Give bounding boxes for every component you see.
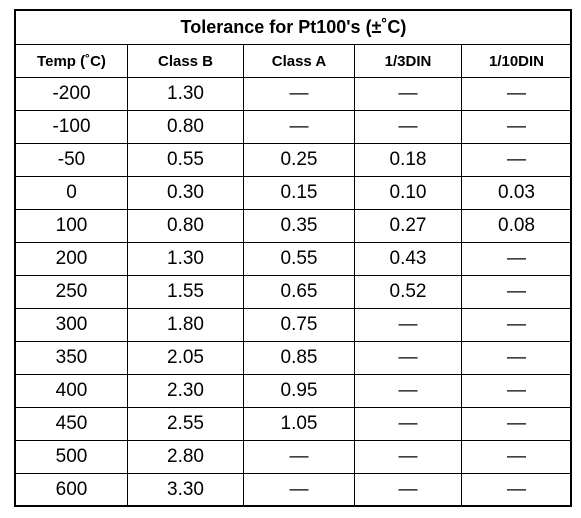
table-cell: — <box>243 473 355 507</box>
table-cell: 0.03 <box>461 176 572 210</box>
table-cell: -200 <box>15 77 128 111</box>
table-cell: — <box>461 110 572 144</box>
table-cell: 0.95 <box>243 374 355 408</box>
table-cell: 2.30 <box>127 374 244 408</box>
table-cell: 0.35 <box>243 209 355 243</box>
column-header: 1/10DIN <box>461 44 572 78</box>
table-cell: — <box>354 341 462 375</box>
table-cell: 0.43 <box>354 242 462 276</box>
column-header: 1/3DIN <box>354 44 462 78</box>
table-cell: — <box>354 308 462 342</box>
table-cell: 200 <box>15 242 128 276</box>
table-cell: 0.75 <box>243 308 355 342</box>
table-cell: — <box>354 473 462 507</box>
table-cell: 600 <box>15 473 128 507</box>
table-cell: — <box>461 308 572 342</box>
table-cell: — <box>461 275 572 309</box>
table-cell: 1.55 <box>127 275 244 309</box>
table-cell: 300 <box>15 308 128 342</box>
table-cell: — <box>461 440 572 474</box>
table-cell: 0.10 <box>354 176 462 210</box>
table-cell: 1.30 <box>127 242 244 276</box>
table-cell: 0.15 <box>243 176 355 210</box>
table-cell: 0.55 <box>127 143 244 177</box>
column-header: Class A <box>243 44 355 78</box>
table-cell: 0.08 <box>461 209 572 243</box>
table-cell: 2.80 <box>127 440 244 474</box>
table-cell: 0.27 <box>354 209 462 243</box>
table-cell: 450 <box>15 407 128 441</box>
table-cell: — <box>243 110 355 144</box>
column-header: Class B <box>127 44 244 78</box>
table-cell: 1.05 <box>243 407 355 441</box>
table-cell: — <box>461 374 572 408</box>
table-cell: — <box>354 440 462 474</box>
table-cell: — <box>243 77 355 111</box>
table-cell: 2.55 <box>127 407 244 441</box>
table-cell: 0.18 <box>354 143 462 177</box>
table-cell: -50 <box>15 143 128 177</box>
table-cell: 1.80 <box>127 308 244 342</box>
table-cell: 0.85 <box>243 341 355 375</box>
table-cell: — <box>243 440 355 474</box>
table-cell: — <box>354 77 462 111</box>
table-cell: 0.52 <box>354 275 462 309</box>
table-cell: 3.30 <box>127 473 244 507</box>
table-cell: 400 <box>15 374 128 408</box>
table-cell: 2.05 <box>127 341 244 375</box>
table-cell: -100 <box>15 110 128 144</box>
table-cell: — <box>354 110 462 144</box>
table-cell: 0.30 <box>127 176 244 210</box>
table-cell: 0 <box>15 176 128 210</box>
table-cell: 350 <box>15 341 128 375</box>
table-cell: 1.30 <box>127 77 244 111</box>
table-cell: 0.80 <box>127 209 244 243</box>
table-cell: 250 <box>15 275 128 309</box>
table-cell: 0.80 <box>127 110 244 144</box>
table-cell: 0.55 <box>243 242 355 276</box>
table-cell: — <box>461 143 572 177</box>
table-cell: 0.65 <box>243 275 355 309</box>
table-cell: — <box>461 341 572 375</box>
column-header: Temp (˚C) <box>15 44 128 78</box>
table-cell: — <box>354 407 462 441</box>
table-cell: 0.25 <box>243 143 355 177</box>
table-cell: — <box>461 242 572 276</box>
table-cell: — <box>354 374 462 408</box>
table-cell: 100 <box>15 209 128 243</box>
table-title: Tolerance for Pt100's (±˚C) <box>15 10 572 45</box>
table-cell: 500 <box>15 440 128 474</box>
table-cell: — <box>461 473 572 507</box>
table-cell: — <box>461 407 572 441</box>
table-cell: — <box>461 77 572 111</box>
